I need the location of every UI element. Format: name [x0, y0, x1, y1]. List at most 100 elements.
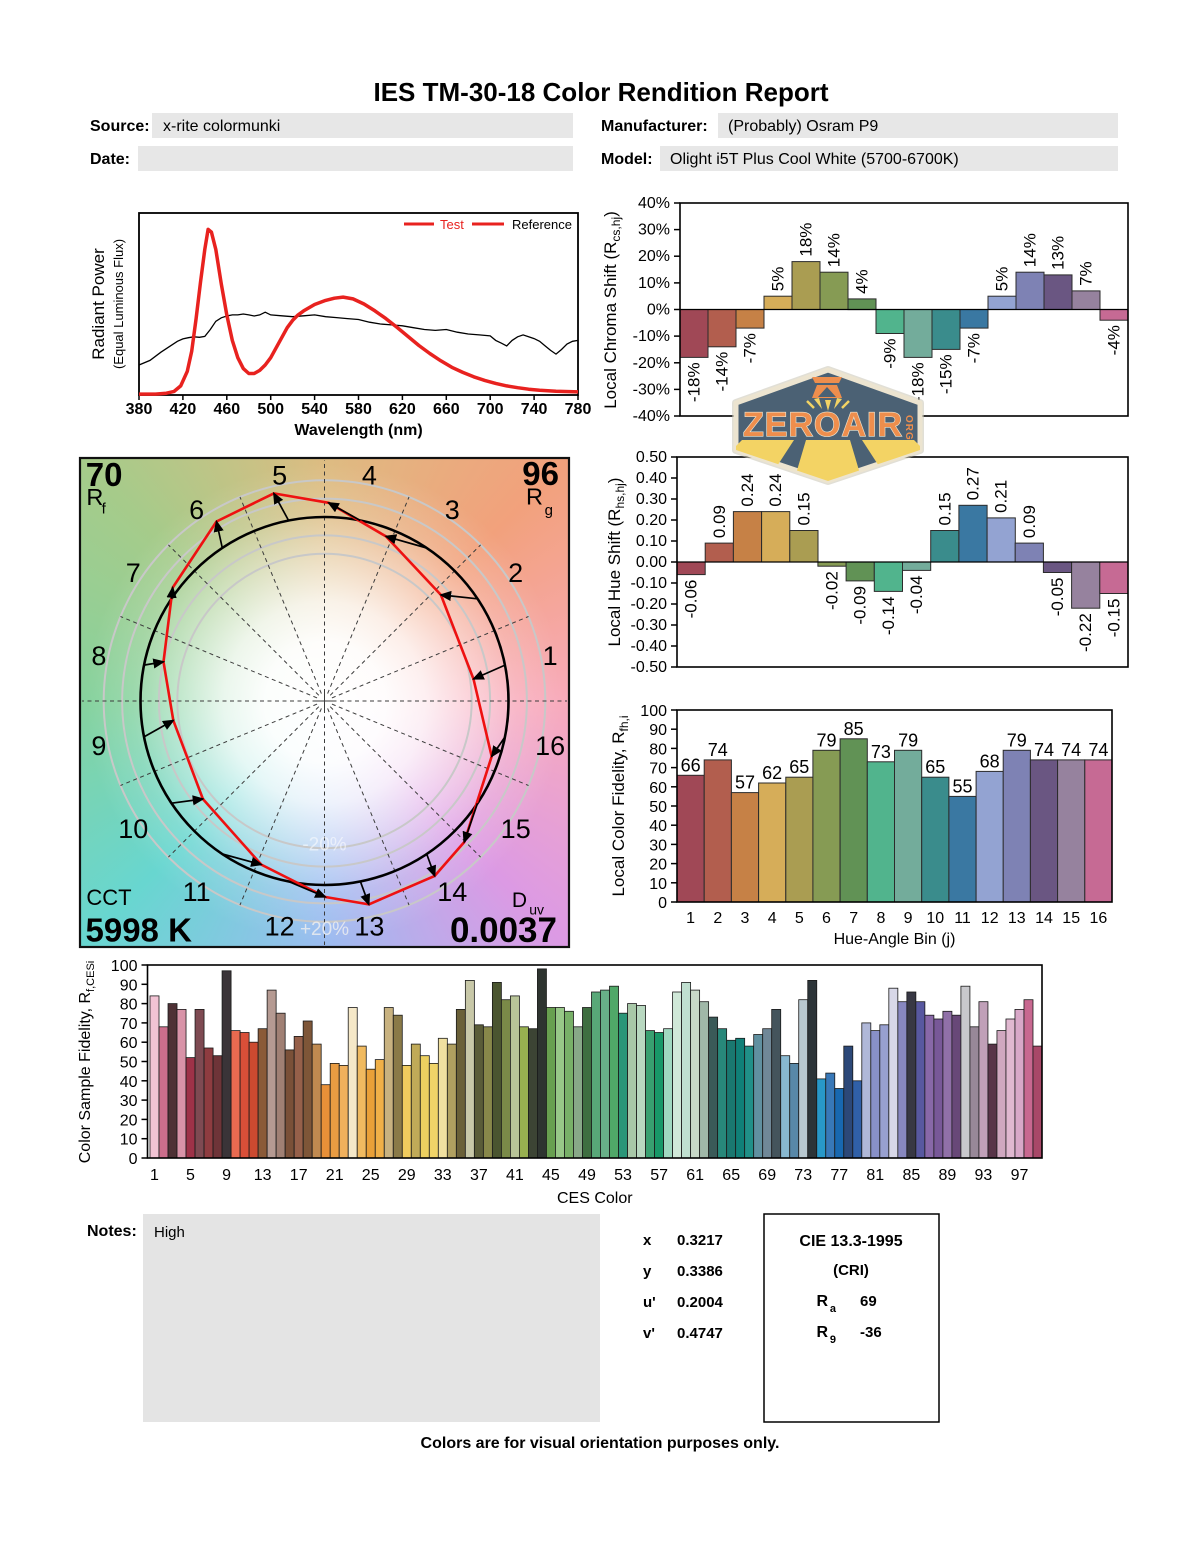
svg-text:IES TM-30-18 Color Rendition R: IES TM-30-18 Color Rendition Report — [373, 77, 828, 107]
svg-text:20%: 20% — [638, 248, 670, 265]
svg-text:Test: Test — [440, 217, 464, 232]
svg-text:Notes:: Notes: — [87, 1223, 137, 1240]
svg-text:-0.22: -0.22 — [1076, 613, 1095, 652]
svg-text:70: 70 — [86, 456, 123, 493]
svg-text:-0.10: -0.10 — [631, 575, 668, 592]
svg-text:0.40: 0.40 — [636, 470, 667, 487]
svg-text:-20%: -20% — [633, 355, 670, 372]
svg-text:45: 45 — [542, 1167, 560, 1184]
svg-text:v': v' — [643, 1325, 655, 1342]
svg-text:0.00: 0.00 — [636, 554, 667, 571]
svg-text:a: a — [830, 1303, 837, 1315]
svg-text:0.3217: 0.3217 — [677, 1232, 723, 1249]
svg-text:18%: 18% — [797, 223, 816, 257]
svg-text:9: 9 — [830, 1334, 836, 1346]
svg-text:5: 5 — [186, 1167, 195, 1184]
svg-text:100: 100 — [111, 958, 138, 975]
svg-text:10: 10 — [120, 1132, 138, 1149]
svg-text:0.50: 0.50 — [636, 449, 667, 466]
svg-text:14: 14 — [1035, 910, 1053, 927]
svg-text:Source:: Source: — [90, 118, 150, 135]
svg-text:14%: 14% — [1021, 233, 1040, 267]
svg-text:13: 13 — [354, 912, 384, 942]
svg-text:74: 74 — [1088, 740, 1108, 760]
svg-text:5: 5 — [272, 460, 287, 490]
svg-text:y: y — [643, 1263, 652, 1280]
svg-text:ORG: ORG — [903, 415, 914, 441]
svg-text:33: 33 — [434, 1167, 452, 1184]
svg-text:57: 57 — [650, 1167, 668, 1184]
svg-text:30%: 30% — [638, 222, 670, 239]
svg-text:25: 25 — [362, 1167, 380, 1184]
svg-text:20: 20 — [120, 1112, 138, 1129]
svg-text:0: 0 — [658, 895, 667, 912]
svg-text:5998 K: 5998 K — [86, 912, 193, 949]
svg-text:-15%: -15% — [937, 354, 956, 394]
svg-text:70: 70 — [649, 761, 667, 778]
svg-text:0.10: 0.10 — [636, 533, 667, 550]
svg-text:7: 7 — [126, 558, 141, 588]
svg-text:Radiant Power: Radiant Power — [89, 248, 108, 360]
svg-text:15: 15 — [1062, 910, 1080, 927]
svg-text:3: 3 — [445, 495, 460, 525]
svg-text:13: 13 — [254, 1167, 272, 1184]
svg-text:4: 4 — [362, 460, 377, 490]
svg-text:1: 1 — [150, 1167, 159, 1184]
svg-text:96: 96 — [522, 455, 559, 492]
svg-text:Wavelength (nm): Wavelength (nm) — [294, 422, 422, 439]
svg-text:7: 7 — [849, 910, 858, 927]
svg-text:-36: -36 — [860, 1324, 882, 1341]
svg-text:8: 8 — [91, 641, 106, 671]
svg-text:0.2004: 0.2004 — [677, 1294, 724, 1311]
svg-text:16: 16 — [535, 731, 565, 761]
svg-text:-0.06: -0.06 — [682, 580, 701, 619]
svg-text:53: 53 — [614, 1167, 632, 1184]
svg-text:61: 61 — [686, 1167, 704, 1184]
svg-text:29: 29 — [398, 1167, 416, 1184]
svg-text:6: 6 — [189, 495, 204, 525]
svg-text:0.0037: 0.0037 — [450, 911, 557, 950]
svg-text:85: 85 — [903, 1167, 921, 1184]
svg-text:-9%: -9% — [881, 339, 900, 369]
svg-text:93: 93 — [975, 1167, 993, 1184]
svg-text:70: 70 — [120, 1016, 138, 1033]
svg-text:50: 50 — [120, 1055, 138, 1072]
svg-text:540: 540 — [301, 401, 328, 418]
svg-text:62: 62 — [762, 763, 782, 783]
svg-text:0.24: 0.24 — [766, 474, 785, 507]
svg-text:Color Sample Fidelity, Rf,CESi: Color Sample Fidelity, Rf,CESi — [77, 961, 97, 1164]
svg-text:Colors are for visual orientat: Colors are for visual orientation purpos… — [421, 1435, 780, 1452]
svg-text:500: 500 — [257, 401, 284, 418]
svg-text:9: 9 — [222, 1167, 231, 1184]
svg-text:4%: 4% — [853, 269, 872, 294]
svg-text:0.24: 0.24 — [738, 474, 757, 507]
svg-text:-0.14: -0.14 — [879, 596, 898, 635]
svg-text:0.09: 0.09 — [710, 505, 729, 538]
svg-text:-20%: -20% — [302, 835, 346, 856]
svg-text:40%: 40% — [638, 195, 670, 212]
svg-text:-7%: -7% — [741, 333, 760, 363]
svg-text:Olight i5T Plus Cool White (57: Olight i5T Plus Cool White (5700-6700K) — [670, 151, 959, 168]
svg-text:R: R — [86, 484, 103, 510]
svg-text:700: 700 — [477, 401, 504, 418]
svg-text:3: 3 — [741, 910, 750, 927]
svg-text:R: R — [526, 484, 543, 510]
svg-text:D: D — [512, 889, 527, 912]
svg-text:x-rite colormunki: x-rite colormunki — [163, 118, 280, 135]
svg-text:50: 50 — [649, 799, 667, 816]
svg-text:90: 90 — [120, 977, 138, 994]
svg-text:0.30: 0.30 — [636, 491, 667, 508]
svg-text:73: 73 — [794, 1167, 812, 1184]
svg-text:73: 73 — [871, 742, 891, 762]
svg-text:80: 80 — [649, 741, 667, 758]
svg-text:65: 65 — [789, 757, 809, 777]
svg-text:69: 69 — [860, 1293, 877, 1310]
svg-text:-40%: -40% — [633, 408, 670, 425]
svg-text:13%: 13% — [1049, 236, 1068, 270]
svg-text:49: 49 — [578, 1167, 596, 1184]
svg-text:17: 17 — [290, 1167, 308, 1184]
svg-text:79: 79 — [1007, 730, 1027, 750]
svg-text:10: 10 — [926, 910, 944, 927]
svg-text:74: 74 — [1034, 740, 1054, 760]
svg-text:Hue-Angle Bin (j): Hue-Angle Bin (j) — [834, 931, 956, 948]
